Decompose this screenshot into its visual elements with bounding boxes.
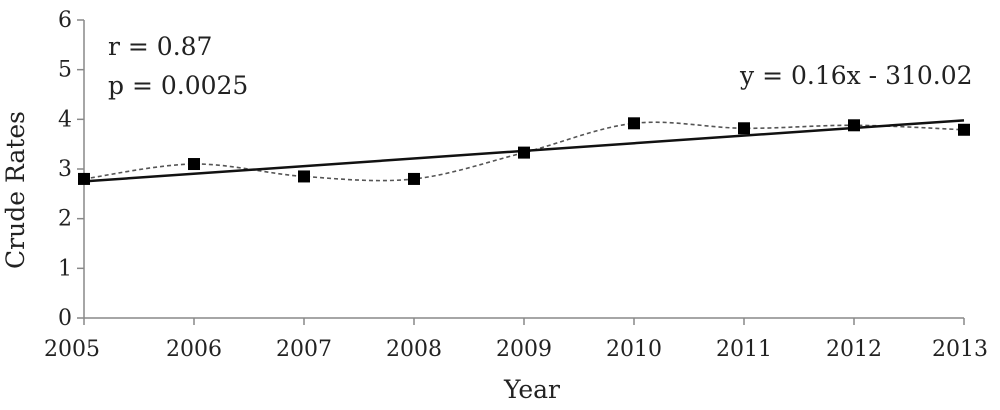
y-tick-label: 2 [58,207,72,232]
y-tick-label: 0 [58,306,72,331]
x-axis-title: Year [503,375,560,404]
y-tick-label: 5 [58,58,72,83]
data-point [188,158,200,171]
x-tick-label: 2010 [606,337,662,362]
x-tick-label: 2008 [386,337,442,362]
y-tick-label: 1 [58,256,72,281]
y-tick-label: 4 [58,107,72,132]
data-point [408,172,420,185]
y-tick-label: 6 [58,8,72,33]
x-tick-label: 2013 [932,337,988,362]
data-point [298,170,310,183]
r-annotation: r = 0.87 [108,32,212,61]
data-point [958,123,970,136]
data-point [628,117,640,130]
p-annotation: p = 0.0025 [108,71,248,100]
x-tick-label: 2009 [496,337,552,362]
data-point [738,122,750,135]
x-tick-label: 2007 [276,337,332,362]
data-point [518,146,530,159]
data-point [78,172,90,185]
y-axis-title: Crude Rates [1,111,30,269]
ticks: 0 1 2 3 4 5 6 2005 2006 2007 2008 2009 2010 2011 2012 2… [44,8,988,362]
y-tick-label: 3 [58,157,72,182]
data-points [78,117,970,185]
x-tick-label: 2012 [826,337,882,362]
x-tick-label: 2011 [716,337,772,362]
x-tick-label: 2006 [166,337,222,362]
data-point [848,119,860,132]
x-tick-label: 2005 [44,337,100,362]
trend-equation: y = 0.16x - 310.02 [739,61,973,90]
